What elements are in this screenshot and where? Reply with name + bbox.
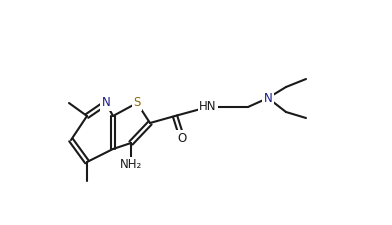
Text: NH₂: NH₂	[120, 158, 142, 171]
Text: HN: HN	[199, 101, 217, 113]
Text: N: N	[264, 92, 272, 104]
Text: N: N	[102, 97, 111, 110]
Text: S: S	[133, 97, 141, 110]
Text: O: O	[177, 131, 187, 144]
